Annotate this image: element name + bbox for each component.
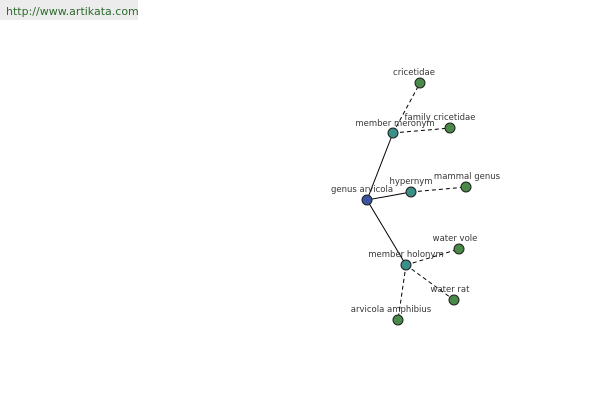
node-label[interactable]: water vole <box>433 234 478 244</box>
node[interactable] <box>414 77 426 89</box>
edge <box>366 132 394 201</box>
edge <box>392 127 451 134</box>
edge <box>366 191 412 201</box>
nodes <box>361 77 472 326</box>
node[interactable] <box>444 122 456 134</box>
url-text[interactable]: http://www.artikata.com <box>6 5 139 18</box>
node[interactable] <box>460 181 472 193</box>
edges <box>366 82 467 321</box>
node-label[interactable]: hypernym <box>389 177 432 187</box>
node-label[interactable]: mammal genus <box>434 172 501 182</box>
node-label[interactable]: arvicola amphibius <box>351 305 432 315</box>
node-label[interactable]: water rat <box>431 285 471 295</box>
node-label[interactable]: family cricetidae <box>405 113 476 123</box>
node[interactable] <box>392 314 404 326</box>
node[interactable] <box>400 259 412 271</box>
node[interactable] <box>387 127 399 139</box>
edge <box>410 186 467 193</box>
node-label[interactable]: member meronym <box>355 119 434 129</box>
edge <box>397 264 407 321</box>
node-label[interactable]: member holonym <box>368 250 443 260</box>
node[interactable] <box>448 294 460 306</box>
edge <box>405 248 460 266</box>
url-box <box>0 0 138 20</box>
node-label[interactable]: genus arvicola <box>331 185 393 195</box>
node[interactable] <box>405 186 417 198</box>
edge <box>392 82 421 134</box>
edge <box>405 264 455 301</box>
node[interactable] <box>361 194 373 206</box>
node[interactable] <box>453 243 465 255</box>
node-label[interactable]: cricetidae <box>393 68 435 78</box>
labels: genus arvicola member meronym cricetidae… <box>331 68 501 315</box>
edge <box>366 199 407 266</box>
